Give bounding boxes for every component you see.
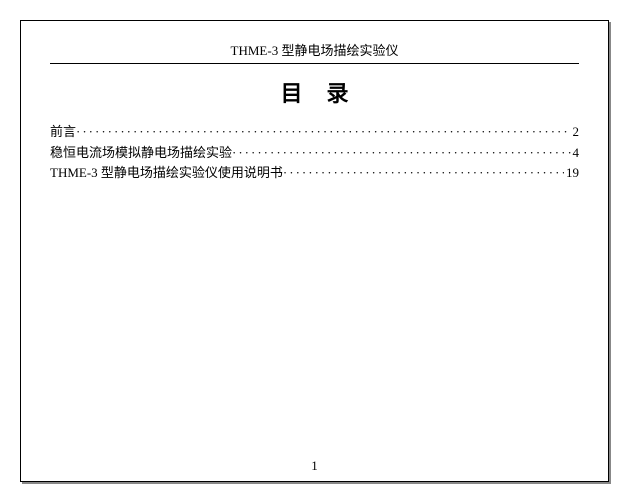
toc-entry: 稳恒电流场模拟静电场描绘实验 4 — [50, 143, 579, 163]
toc-page: 19 — [564, 163, 579, 183]
toc-dots — [76, 122, 570, 142]
toc-dots — [283, 163, 564, 183]
toc-label: THME-3 型静电场描绘实验仪使用说明书 — [50, 163, 283, 183]
toc-entry: 前言 2 — [50, 122, 579, 142]
toc-page: 4 — [571, 143, 580, 163]
toc-dots — [232, 143, 570, 163]
header-title: THME-3 型静电场描绘实验仪 — [50, 40, 579, 64]
toc-label: 稳恒电流场模拟静电场描绘实验 — [50, 143, 232, 163]
page-number: 1 — [20, 458, 609, 474]
toc-page: 2 — [571, 122, 580, 142]
toc-label: 前言 — [50, 122, 76, 142]
page-content: THME-3 型静电场描绘实验仪 目录 前言 2 稳恒电流场模拟静电场描绘实验 … — [20, 20, 609, 482]
toc-entry: THME-3 型静电场描绘实验仪使用说明书 19 — [50, 163, 579, 183]
toc-title: 目录 — [50, 76, 579, 108]
